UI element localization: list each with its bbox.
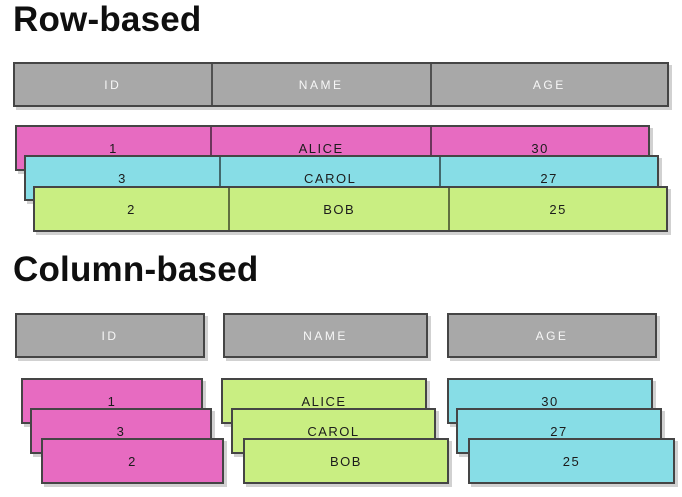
cell-age: 25	[448, 188, 666, 230]
row-record-bob: 2 BOB 25	[33, 186, 668, 232]
header-cell-id: ID	[104, 77, 122, 92]
column-based-title: Column-based	[13, 250, 259, 289]
column-header-name: NAME	[223, 313, 428, 358]
cell-age: 27	[439, 157, 657, 199]
row-based-header-bar: ID NAME AGE	[13, 62, 669, 107]
cell-age: 30	[430, 127, 648, 169]
cell-name: CAROL	[219, 157, 439, 199]
header-cell-name: NAME	[210, 64, 430, 105]
row-based-title: Row-based	[13, 0, 202, 39]
column-age-value: 25	[468, 438, 675, 484]
column-id-value: 2	[41, 438, 224, 484]
cell-id: 3	[118, 170, 127, 186]
column-name-value: BOB	[243, 438, 449, 484]
cell-name: ALICE	[210, 127, 430, 169]
header-cell-age: AGE	[429, 64, 667, 105]
column-header-age: AGE	[447, 313, 657, 358]
cell-id: 2	[127, 201, 136, 217]
cell-name: BOB	[228, 188, 448, 230]
cell-id: 1	[109, 140, 118, 156]
column-header-id: ID	[15, 313, 205, 358]
